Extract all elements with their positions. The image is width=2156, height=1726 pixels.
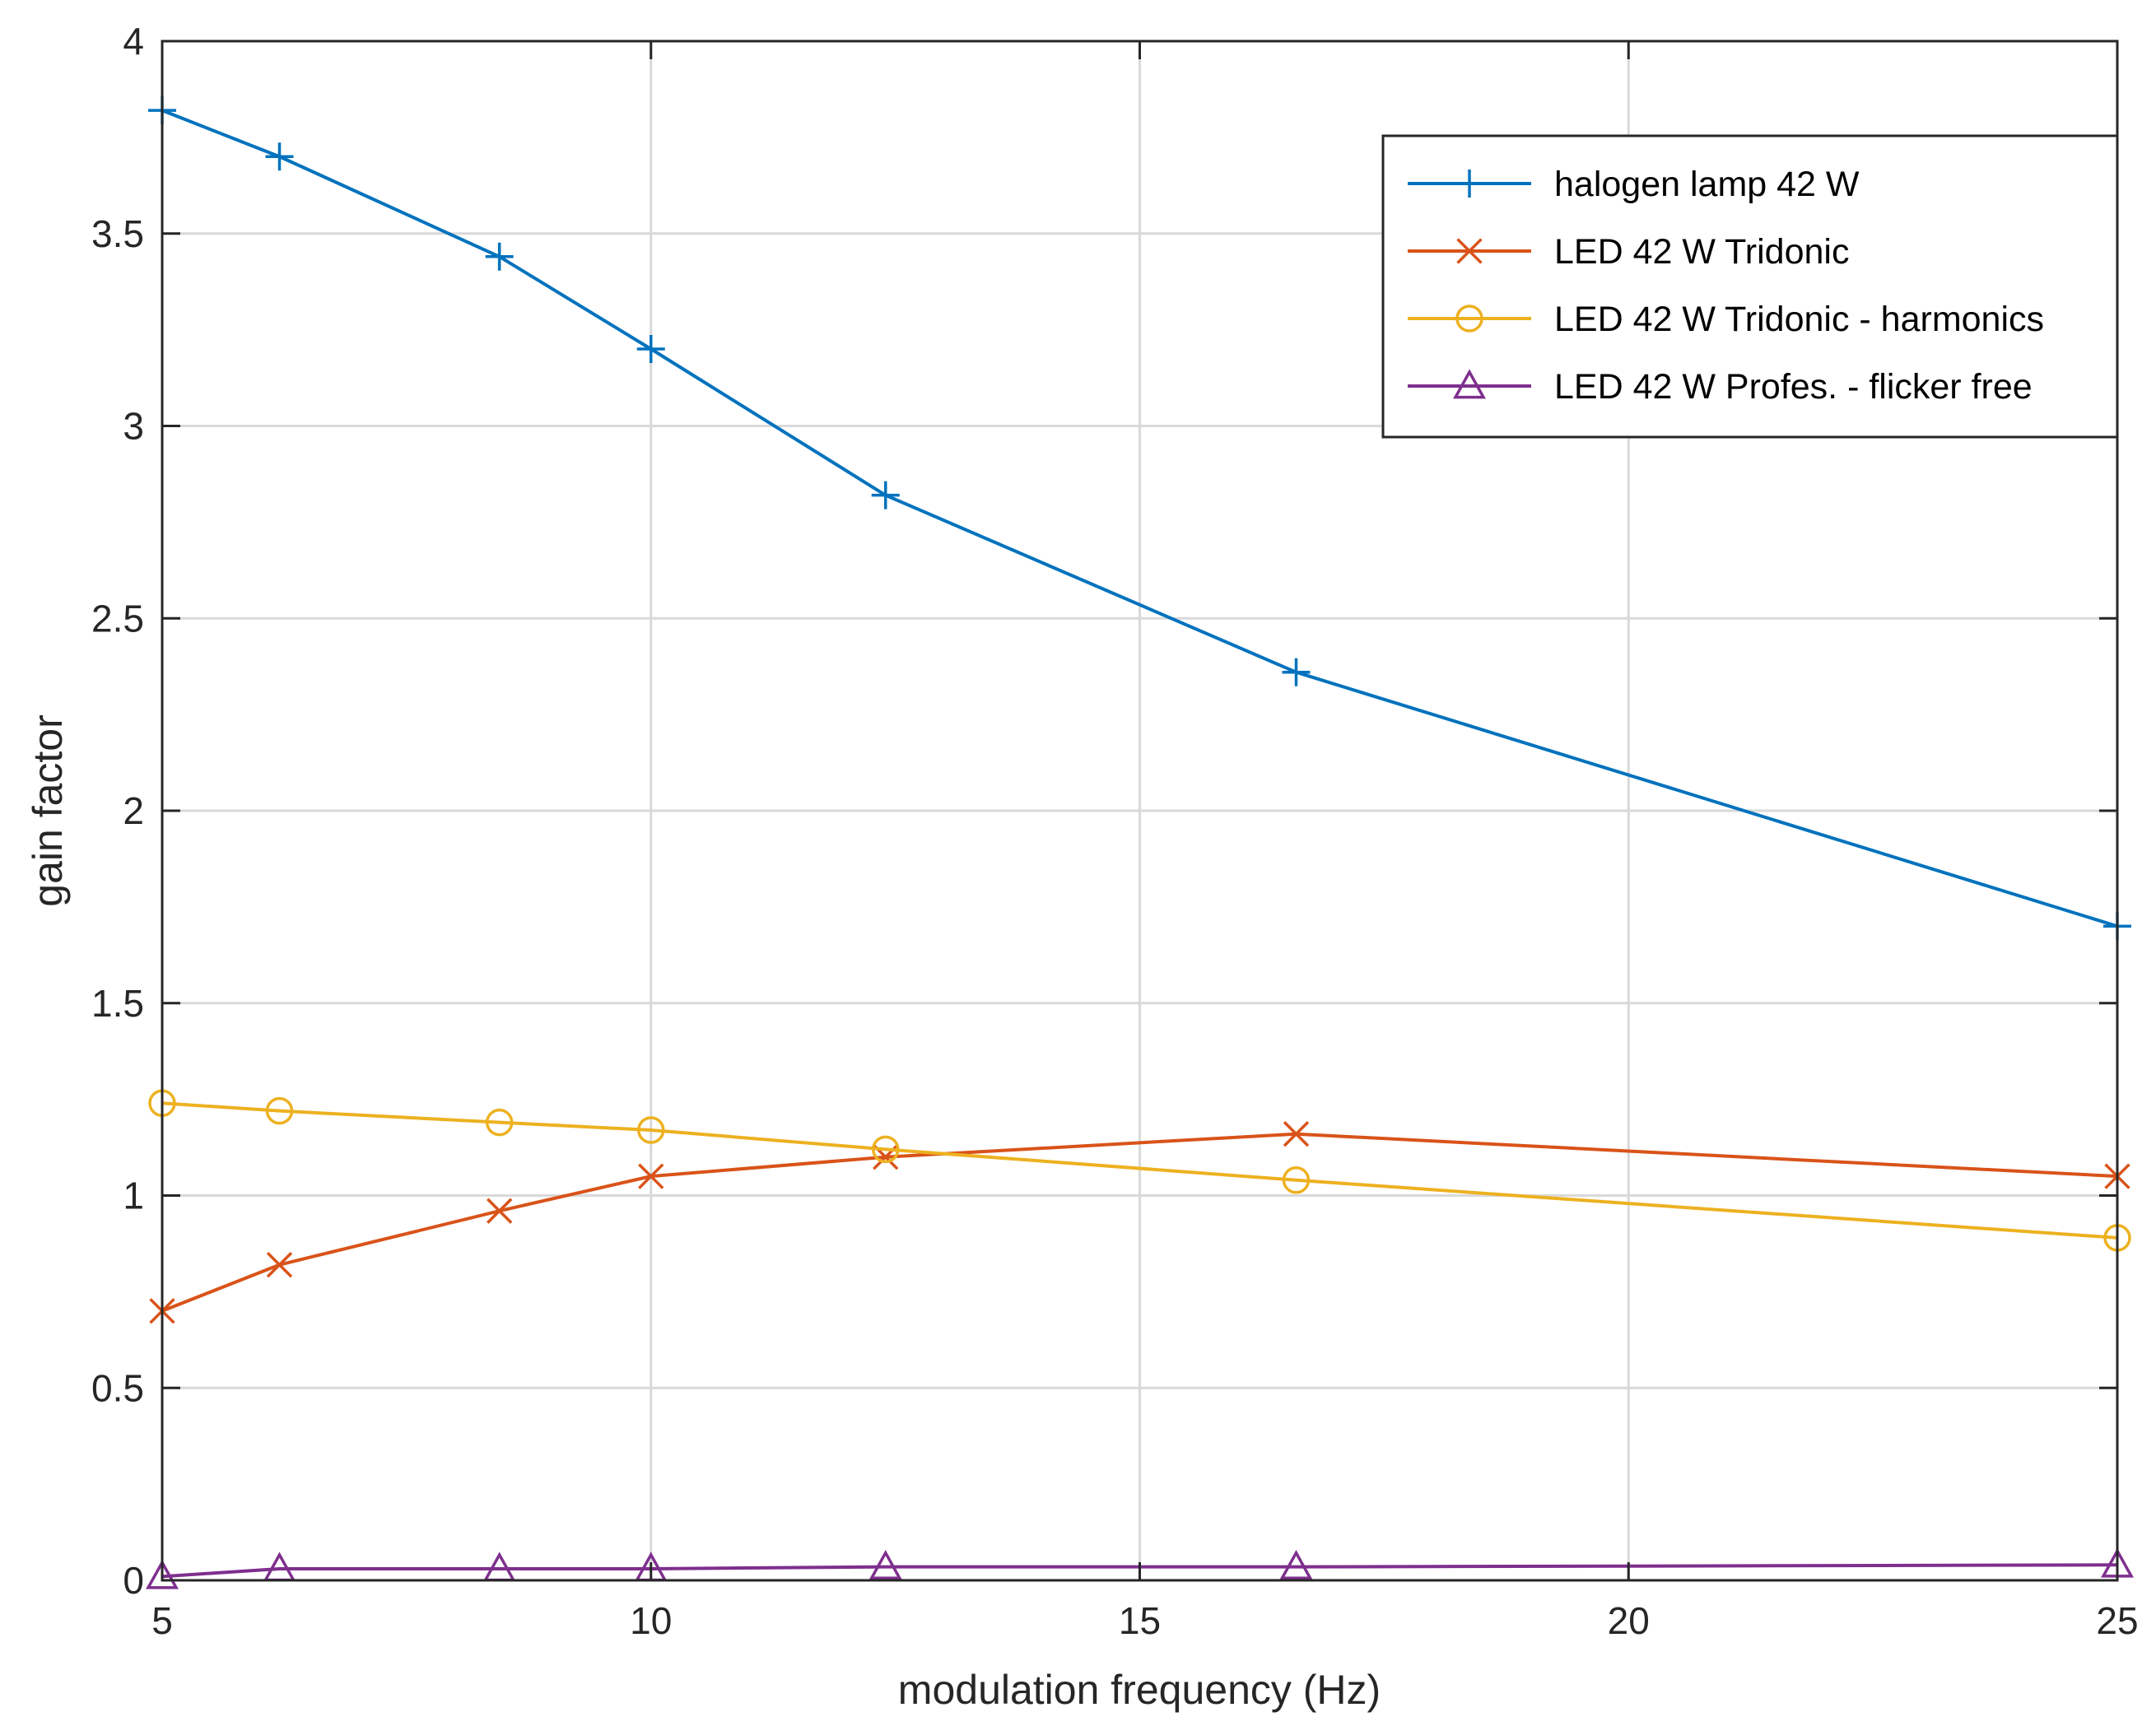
- y-axis-label: gain factor: [25, 714, 71, 906]
- y-tick-label: 1: [123, 1175, 144, 1217]
- legend-label: LED 42 W Tridonic: [1554, 232, 1849, 272]
- data-point: [265, 1096, 294, 1125]
- data-point: [1279, 1550, 1313, 1579]
- y-tick-label: 3: [123, 405, 144, 448]
- x-tick-label: 15: [1119, 1599, 1161, 1642]
- data-point: [638, 1163, 664, 1189]
- data-point: [1282, 1166, 1311, 1194]
- tick-layer: 5 10 15 20 25 0 0.5 1 1.5 2 2.5 3 3.5 4: [91, 20, 2139, 1642]
- legend-swatch-marker: [1453, 369, 1486, 399]
- legend-swatch-marker: [1455, 170, 1483, 198]
- y-tick-label: 3.5: [91, 212, 144, 255]
- y-tick-label: 4: [123, 20, 144, 63]
- series-layer: [146, 96, 2134, 1589]
- y-tick-label: 2: [123, 789, 144, 832]
- y-tick-label: 1.5: [91, 982, 144, 1025]
- legend-label: LED 42 W Profes. - flicker free: [1554, 367, 2033, 407]
- x-tick-label: 20: [1608, 1599, 1650, 1642]
- data-point: [868, 1550, 902, 1579]
- legend-items: halogen lamp 42 W LED 42 W Tridonic LED 42…: [1408, 165, 2044, 407]
- data-point: [146, 1559, 179, 1589]
- x-tick-label: 10: [630, 1599, 672, 1642]
- data-point: [636, 335, 665, 363]
- marker-stroke-b: [638, 1163, 664, 1189]
- legend-swatch-marker: [1455, 305, 1483, 333]
- y-tick-label: 0: [123, 1559, 144, 1602]
- x-axis-label: modulation frequency (Hz): [898, 1667, 1381, 1713]
- data-point: [487, 1198, 513, 1224]
- y-tick-label: 2.5: [91, 597, 144, 640]
- marker-stroke-b: [1456, 238, 1483, 264]
- legend: halogen lamp 42 W LED 42 W Tridonic LED 42…: [1381, 134, 2119, 439]
- data-point: [485, 1108, 514, 1137]
- legend-swatch-marker: [1456, 238, 1483, 264]
- data-point: [266, 1251, 293, 1278]
- data-point: [637, 1116, 665, 1144]
- x-tick-label: 25: [2096, 1599, 2138, 1642]
- data-point: [265, 142, 294, 171]
- data-point: [872, 1135, 900, 1164]
- data-point: [871, 481, 900, 509]
- marker-stroke-b: [266, 1251, 293, 1278]
- marker-stroke-b: [1283, 1121, 1310, 1147]
- x-tick-label: 5: [151, 1599, 173, 1642]
- y-tick-label: 0.5: [91, 1366, 144, 1409]
- legend-entry-0: halogen lamp 42 W: [1408, 165, 1860, 204]
- legend-entry-2: LED 42 W Tridonic - harmonics: [1408, 300, 2044, 339]
- legend-label: LED 42 W Tridonic - harmonics: [1554, 300, 2044, 339]
- marker-stroke-b: [487, 1198, 513, 1224]
- legend-entry-3: LED 42 W Profes. - flicker free: [1408, 367, 2033, 407]
- data-point: [485, 242, 514, 271]
- data-point: [1283, 1121, 1310, 1147]
- legend-label: halogen lamp 42 W: [1554, 165, 1860, 204]
- legend-entry-1: LED 42 W Tridonic: [1408, 232, 1849, 272]
- data-point: [1282, 658, 1311, 686]
- series-line: [161, 1101, 2118, 1240]
